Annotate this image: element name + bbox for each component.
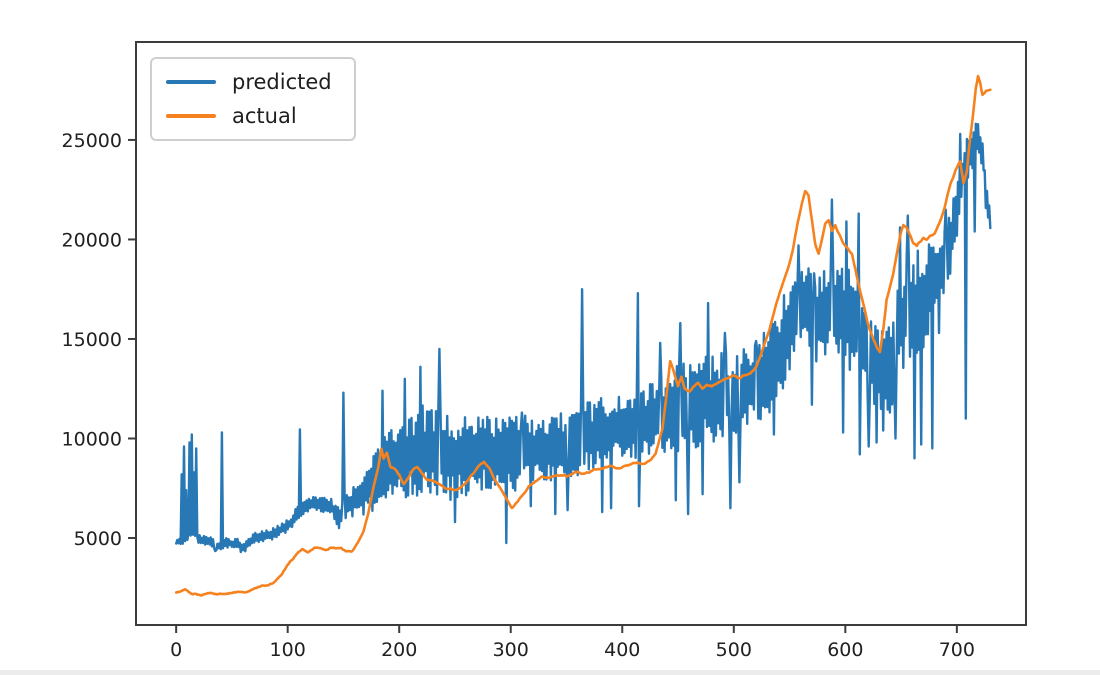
x-tick-label: 300 (493, 639, 529, 661)
plot-border (135, 41, 1027, 626)
bottom-edge-strip (0, 670, 1100, 675)
x-tick-label: 600 (827, 639, 863, 661)
y-tick-label: 25000 (62, 130, 122, 152)
legend-label-predicted: predicted (232, 69, 332, 94)
y-tick-label: 5000 (74, 528, 122, 550)
legend-item-actual: actual (166, 102, 332, 130)
actual-line (174, 74, 992, 597)
x-tick-label: 0 (170, 639, 182, 661)
x-tick-label: 400 (604, 639, 640, 661)
actual-line-swatch (166, 114, 216, 118)
x-tick-label: 500 (716, 639, 752, 661)
legend-item-predicted: predicted (166, 68, 332, 96)
x-tick-label: 200 (381, 639, 417, 661)
y-tick-label: 15000 (62, 329, 122, 351)
predicted-line-swatch (166, 80, 216, 84)
y-tick-label: 10000 (62, 428, 122, 450)
y-tick-label: 20000 (62, 229, 122, 251)
predicted-line (175, 122, 992, 554)
legend-label-actual: actual (232, 103, 297, 128)
x-tick-label: 100 (270, 639, 306, 661)
series-lines (174, 74, 992, 597)
axes: 0 100 200 300 400 500 600 700 5000 10000 15000 2000… (62, 41, 1027, 661)
legend: predicted actual (150, 57, 356, 141)
x-tick-label: 700 (939, 639, 975, 661)
